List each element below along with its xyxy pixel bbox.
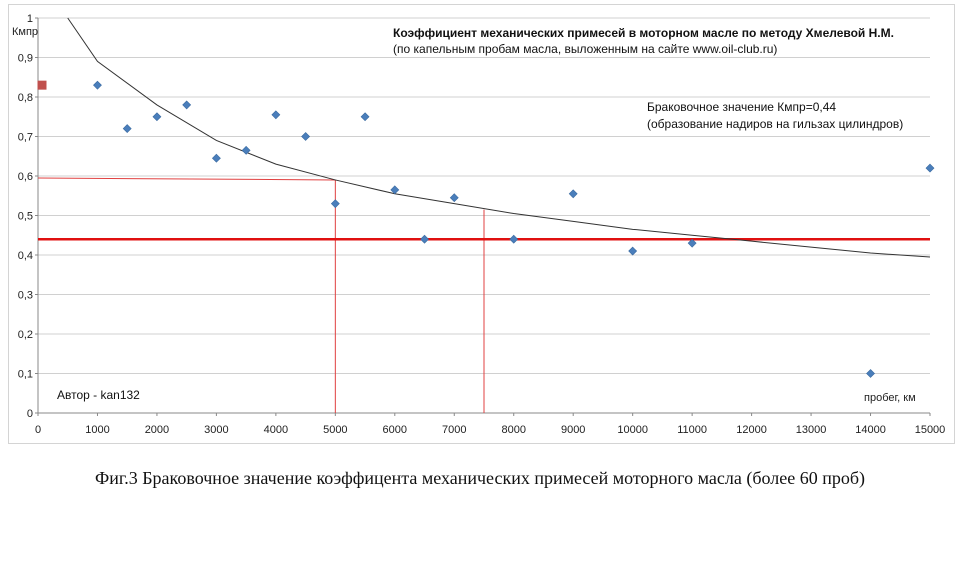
y-axis-label: Кмпр [12, 26, 38, 38]
y-tick-label: 0,4 [18, 250, 33, 262]
x-tick-label: 8000 [501, 424, 525, 436]
y-tick-label: 0,8 [18, 92, 33, 104]
y-tick-label: 0,2 [18, 329, 33, 341]
x-tick-label: 2000 [145, 424, 169, 436]
chart-subtitle: (по капельным пробам масла, выложенным н… [393, 42, 777, 56]
x-tick-label: 0 [35, 424, 41, 436]
x-tick-label: 11000 [677, 424, 707, 436]
data-point [360, 112, 370, 122]
data-point [568, 189, 578, 199]
x-tick-label: 14000 [855, 424, 886, 436]
data-point [152, 112, 162, 122]
guide-line-5000 [37, 177, 336, 413]
data-point [390, 185, 400, 195]
scatter-chart: 0 0,1 0,2 0,3 0,4 0,5 0,6 0,7 0,8 0,9 1 0 1000 2000 30… [12, 13, 946, 436]
data-point [301, 132, 311, 141]
data-point [122, 124, 132, 134]
chart-title: Коэффициент механических примесей в мото… [393, 26, 894, 40]
guide-lines [37, 177, 930, 413]
data-point [925, 163, 935, 173]
data-point [420, 234, 429, 244]
data-point [182, 100, 192, 110]
data-point [687, 238, 697, 248]
x-axis-label: пробег, км [864, 392, 916, 404]
data-point-square [37, 80, 47, 90]
y-tick-label: 1 [27, 13, 33, 25]
x-tick-label: 7000 [442, 424, 466, 436]
x-tick-label: 10000 [617, 424, 648, 436]
x-tick-label: 5000 [323, 424, 347, 436]
figure-caption: Фиг.3 Браковочное значение коэффицента м… [94, 468, 865, 488]
author-label: Автор - kan132 [57, 388, 140, 402]
data-point [509, 234, 519, 244]
x-tick-label: 3000 [204, 424, 228, 436]
y-tick-label: 0,5 [18, 211, 33, 223]
y-tick-label: 0,1 [18, 369, 33, 381]
y-tick-label: 0,9 [18, 53, 33, 65]
x-tick-label: 1000 [85, 424, 109, 436]
data-point [628, 246, 638, 256]
threshold-annotation: Браковочное значение Кмпр=0,44 [647, 100, 836, 114]
y-tick-label: 0 [27, 408, 33, 420]
data-point [449, 193, 459, 203]
y-tick-label: 0,7 [18, 132, 33, 144]
data-point [271, 110, 281, 120]
y-tick-label: 0,6 [18, 171, 33, 183]
x-tick-label: 9000 [561, 424, 585, 436]
data-point [211, 153, 221, 163]
x-tick-label: 4000 [264, 424, 288, 436]
threshold-annotation-note: (образование надиров на гильзах цилиндро… [647, 117, 903, 131]
data-point [330, 199, 340, 209]
data-points [37, 80, 935, 378]
data-point [93, 80, 102, 90]
data-point [241, 145, 251, 155]
y-tick-label: 0,3 [18, 290, 33, 302]
x-tick-label: 15000 [915, 424, 946, 436]
trendline-curve [67, 17, 931, 258]
x-tick-label: 13000 [796, 424, 827, 436]
x-tick-label: 12000 [736, 424, 767, 436]
tick-labels: 0 0,1 0,2 0,3 0,4 0,5 0,6 0,7 0,8 0,9 1 0 1000 2000 30… [18, 13, 946, 436]
chart-frame: 0 0,1 0,2 0,3 0,4 0,5 0,6 0,7 0,8 0,9 1 0 1000 2000 30… [8, 4, 955, 444]
trendline [67, 17, 931, 258]
data-point [866, 369, 875, 378]
x-tick-label: 6000 [383, 424, 407, 436]
